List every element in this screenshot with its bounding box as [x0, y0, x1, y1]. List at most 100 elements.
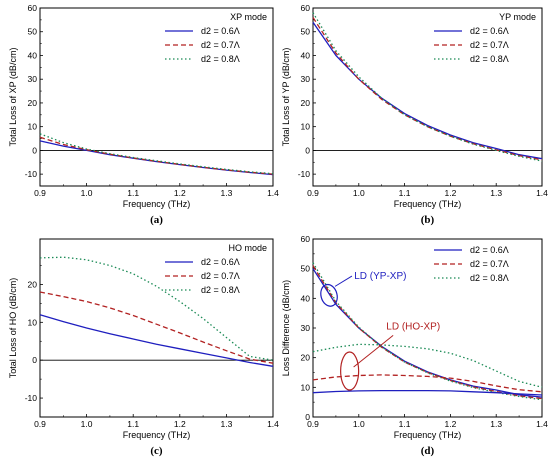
x-tick-label: 1.1	[127, 419, 139, 429]
x-tick-label: 1.1	[127, 188, 139, 198]
y-axis-label: Total Loss of XP (dB/cm)	[8, 48, 18, 147]
y-tick-label: 0	[32, 355, 37, 365]
annotation-ellipse-ld-ho-xp	[340, 351, 360, 391]
chart-panel-4: 0.9 1.0 1.1 1.2 1.3 1.4 0 10 20 30 40 50 60 Frequency…	[281, 234, 548, 457]
y-tick-label: -10	[25, 393, 38, 403]
x-tick-label: 1.0	[353, 188, 365, 198]
y-tick-label: 0	[305, 412, 310, 422]
annotation-ellipse-ld-yp-xp	[320, 283, 338, 307]
x-tick-label: 1.2	[174, 188, 186, 198]
x-tick-label: 0.9	[34, 188, 46, 198]
y-tick-label: -10	[298, 169, 311, 179]
x-tick-label: 1.3	[220, 188, 232, 198]
x-tick-label: 1.4	[536, 419, 548, 429]
x-tick-label: 1.4	[536, 188, 548, 198]
x-tick-label: 1.1	[399, 188, 411, 198]
chart-panel-1: 0.9 1.0 1.1 1.2 1.3 1.4 -10 0 10 20 30 40 50 60 Freque…	[8, 3, 279, 226]
series-line-5	[312, 374, 543, 393]
chart-panel-2: 0.9 1.0 1.1 1.2 1.3 1.4 -10 0 10 20 30 40 50 60 Freque…	[281, 3, 548, 226]
y-tick-label: 40	[301, 50, 311, 60]
series-line-3	[312, 12, 543, 162]
legend-entry-label: d2 = 0.7Λ	[470, 259, 509, 269]
legend-entry-label: d2 = 0.6Λ	[470, 26, 509, 36]
y-tick-label: -10	[25, 169, 38, 179]
annotation-ld-yp-xp: LD (YP-XP)	[354, 271, 406, 282]
y-tick-label: 10	[28, 317, 38, 327]
x-tick-label: 1.0	[81, 188, 93, 198]
y-tick-label: 20	[28, 98, 38, 108]
series-line-3	[39, 133, 274, 175]
legend-title: YP mode	[499, 12, 536, 22]
x-axis-label: Frequency (THz)	[394, 430, 462, 440]
y-tick-label: 20	[28, 279, 38, 289]
y-tick-label: 50	[301, 264, 311, 274]
series-line-2	[312, 265, 543, 400]
series-line-2	[39, 136, 274, 175]
x-tick-label: 0.9	[307, 419, 319, 429]
y-axis-label: Total Loss of YP (dB/cm)	[281, 48, 291, 147]
y-tick-label: 20	[301, 353, 311, 363]
series-line-2	[312, 17, 543, 161]
x-tick-label: 1.3	[220, 419, 232, 429]
legend-entry-label: d2 = 0.7Λ	[201, 40, 240, 50]
y-tick-label: 40	[28, 50, 38, 60]
x-tick-label: 1.4	[267, 419, 279, 429]
y-tick-label: 40	[301, 293, 311, 303]
legend-entry-label: d2 = 0.8Λ	[201, 54, 240, 64]
y-tick-label: 60	[301, 3, 311, 13]
legend-title: HO mode	[228, 243, 267, 253]
legend-entry-label: d2 = 0.6Λ	[201, 26, 240, 36]
legend-entry-label: d2 = 0.8Λ	[201, 285, 240, 295]
chart-panel-3: 0.9 1.0 1.1 1.2 1.3 1.4 -10 0 10 20 Frequency (THz…	[8, 238, 279, 457]
y-tick-label: 60	[301, 234, 311, 244]
x-tick-label: 1.4	[267, 188, 279, 198]
series-line-4	[312, 389, 543, 396]
series-line-2	[39, 291, 274, 364]
y-tick-label: 10	[301, 382, 311, 392]
y-axis-label: Total Loss of HO (dB/cm)	[8, 278, 18, 379]
x-tick-label: 1.2	[444, 188, 456, 198]
x-axis-label: Frequency (THz)	[394, 199, 462, 209]
x-tick-label: 1.2	[174, 419, 186, 429]
y-tick-label: 0	[32, 145, 37, 155]
y-tick-label: 30	[28, 74, 38, 84]
y-axis-label: Loss Difference (dB/cm)	[281, 280, 291, 376]
x-tick-label: 1.3	[490, 419, 502, 429]
y-tick-label: 10	[301, 122, 311, 132]
legend-entry-label: d2 = 0.7Λ	[470, 40, 509, 50]
series-line-1	[312, 268, 543, 398]
legend-entry-label: d2 = 0.6Λ	[201, 257, 240, 267]
legend-entry-label: d2 = 0.8Λ	[470, 273, 509, 283]
panel-label: (b)	[421, 214, 435, 226]
legend-entry-label: d2 = 0.8Λ	[470, 54, 509, 64]
x-tick-label: 1.3	[490, 188, 502, 198]
series-line-1	[39, 314, 274, 367]
y-tick-label: 0	[305, 145, 310, 155]
y-tick-label: 20	[301, 98, 311, 108]
x-tick-label: 1.2	[444, 419, 456, 429]
x-tick-label: 1.0	[81, 419, 93, 429]
annotation-leader-ld-ho-xp	[353, 335, 394, 368]
annotation-leader-ld-yp-xp	[334, 275, 353, 287]
x-tick-label: 0.9	[34, 419, 46, 429]
series-line-6	[312, 343, 543, 388]
y-tick-label: 30	[301, 74, 311, 84]
panel-label: (a)	[150, 214, 163, 226]
y-tick-label: 30	[301, 323, 311, 333]
legend-title: XP mode	[230, 12, 267, 22]
x-tick-label: 1.1	[399, 419, 411, 429]
series-line-1	[39, 140, 274, 176]
x-axis-label: Frequency (THz)	[123, 430, 191, 440]
panel-label: (d)	[421, 445, 435, 457]
annotation-ld-ho-xp: LD (HO-XP)	[386, 321, 440, 332]
x-tick-label: 1.0	[353, 419, 365, 429]
legend-entry-label: d2 = 0.7Λ	[201, 271, 240, 281]
y-tick-label: 50	[28, 27, 38, 37]
y-tick-label: 50	[301, 27, 311, 37]
panel-label: (c)	[150, 445, 163, 457]
legend-entry-label: d2 = 0.6Λ	[470, 245, 509, 255]
y-tick-label: 10	[28, 122, 38, 132]
x-axis-label: Frequency (THz)	[123, 199, 191, 209]
y-tick-label: 60	[28, 3, 38, 13]
